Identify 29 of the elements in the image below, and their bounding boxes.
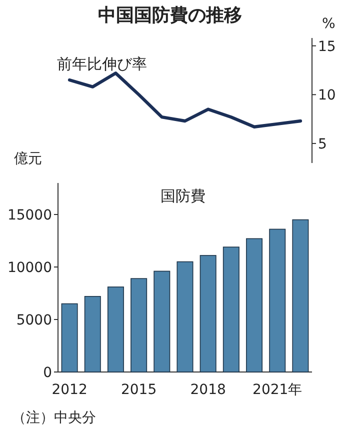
- y-tick-label: 10000: [7, 260, 52, 276]
- bar: [61, 303, 78, 372]
- x-tick-label: 2018: [190, 382, 226, 398]
- y-axis-title: 億元: [14, 151, 42, 167]
- bar: [292, 219, 309, 372]
- bar: [269, 228, 286, 372]
- chart-title: 中国国防費の推移: [98, 5, 242, 26]
- bar: [200, 255, 216, 372]
- line-series: [68, 72, 302, 128]
- bar: [84, 296, 101, 372]
- x-tick-label: 2012: [52, 382, 88, 398]
- bar: [107, 286, 124, 372]
- bar: [130, 278, 148, 372]
- bar: [154, 270, 170, 372]
- y-tick-label: 10: [318, 88, 336, 104]
- chart-title: 国防費: [160, 187, 206, 205]
- y-tick-label: 0: [43, 365, 52, 381]
- bar: [246, 238, 263, 372]
- y-tick-label: 15000: [7, 208, 52, 224]
- bar: [222, 246, 240, 372]
- bar: [176, 261, 194, 372]
- y-tick-label: 15: [318, 38, 336, 55]
- x-tick-label: 2015: [121, 382, 157, 398]
- x-tick-label: 2021年: [252, 382, 302, 398]
- y-tick-label: 5000: [16, 312, 52, 328]
- y-axis-title: %: [322, 16, 336, 32]
- y-tick-label: 5: [318, 136, 327, 152]
- text: （注）中央分: [12, 410, 96, 426]
- text: 前年比伸び率: [57, 55, 147, 73]
